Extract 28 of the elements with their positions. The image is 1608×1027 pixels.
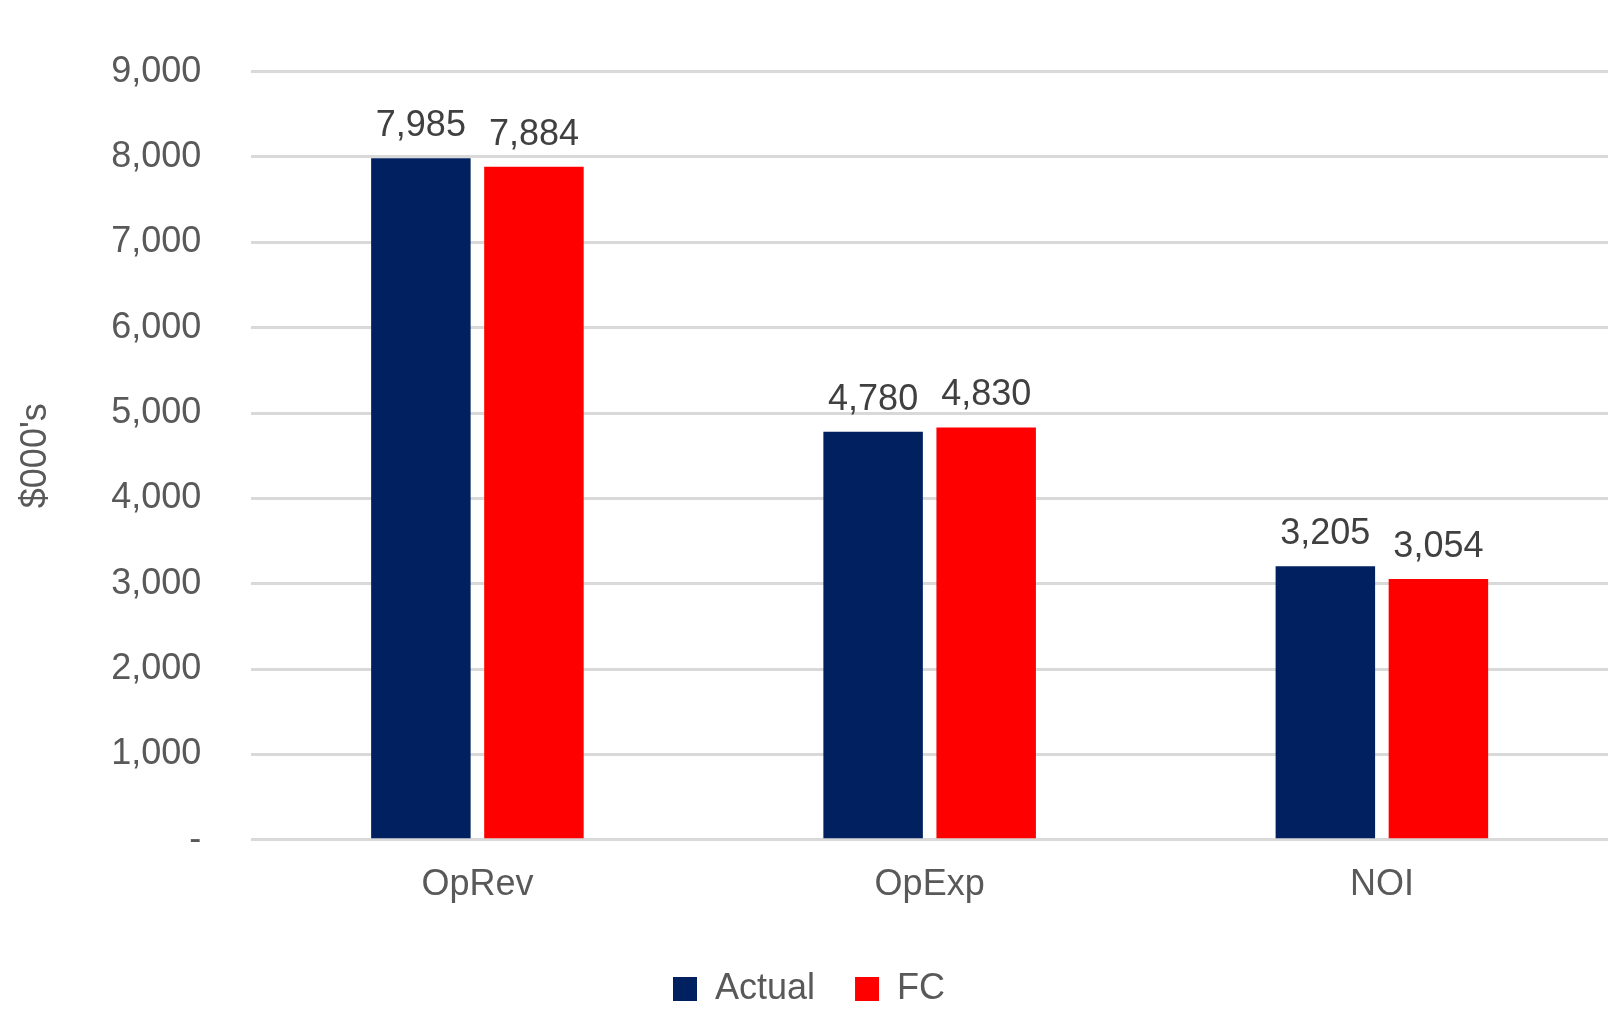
legend-label: FC (897, 965, 946, 1007)
data-label: 3,205 (1280, 511, 1371, 553)
y-tick-label: 6,000 (111, 304, 202, 346)
bar (484, 166, 584, 839)
y-tick-label: 8,000 (111, 133, 202, 175)
y-tick-label: 7,000 (111, 219, 202, 261)
x-tick-label: OpRev (421, 862, 534, 904)
data-label: 4,780 (828, 376, 919, 418)
bar (1388, 579, 1489, 839)
bar (936, 427, 1036, 839)
bar (823, 431, 923, 839)
y-tick-label: 2,000 (111, 646, 202, 688)
y-tick-label: 9,000 (111, 48, 202, 90)
legend-label: Actual (714, 965, 816, 1007)
data-label: 7,985 (375, 103, 466, 145)
x-tick-label: NOI (1349, 862, 1414, 904)
data-label: 3,054 (1393, 524, 1484, 566)
y-tick-label: 5,000 (111, 389, 202, 431)
bar (371, 158, 471, 839)
y-tick-label: 4,000 (111, 475, 202, 517)
data-label: 7,884 (488, 111, 579, 153)
data-label: 4,830 (941, 372, 1032, 414)
bar (1275, 566, 1376, 839)
y-tick-label: 1,000 (111, 731, 202, 773)
y-axis-title: $000's (12, 403, 54, 509)
y-tick-label: - (189, 816, 202, 858)
y-tick-label: 3,000 (111, 560, 202, 602)
x-tick-label: OpExp (874, 862, 985, 904)
